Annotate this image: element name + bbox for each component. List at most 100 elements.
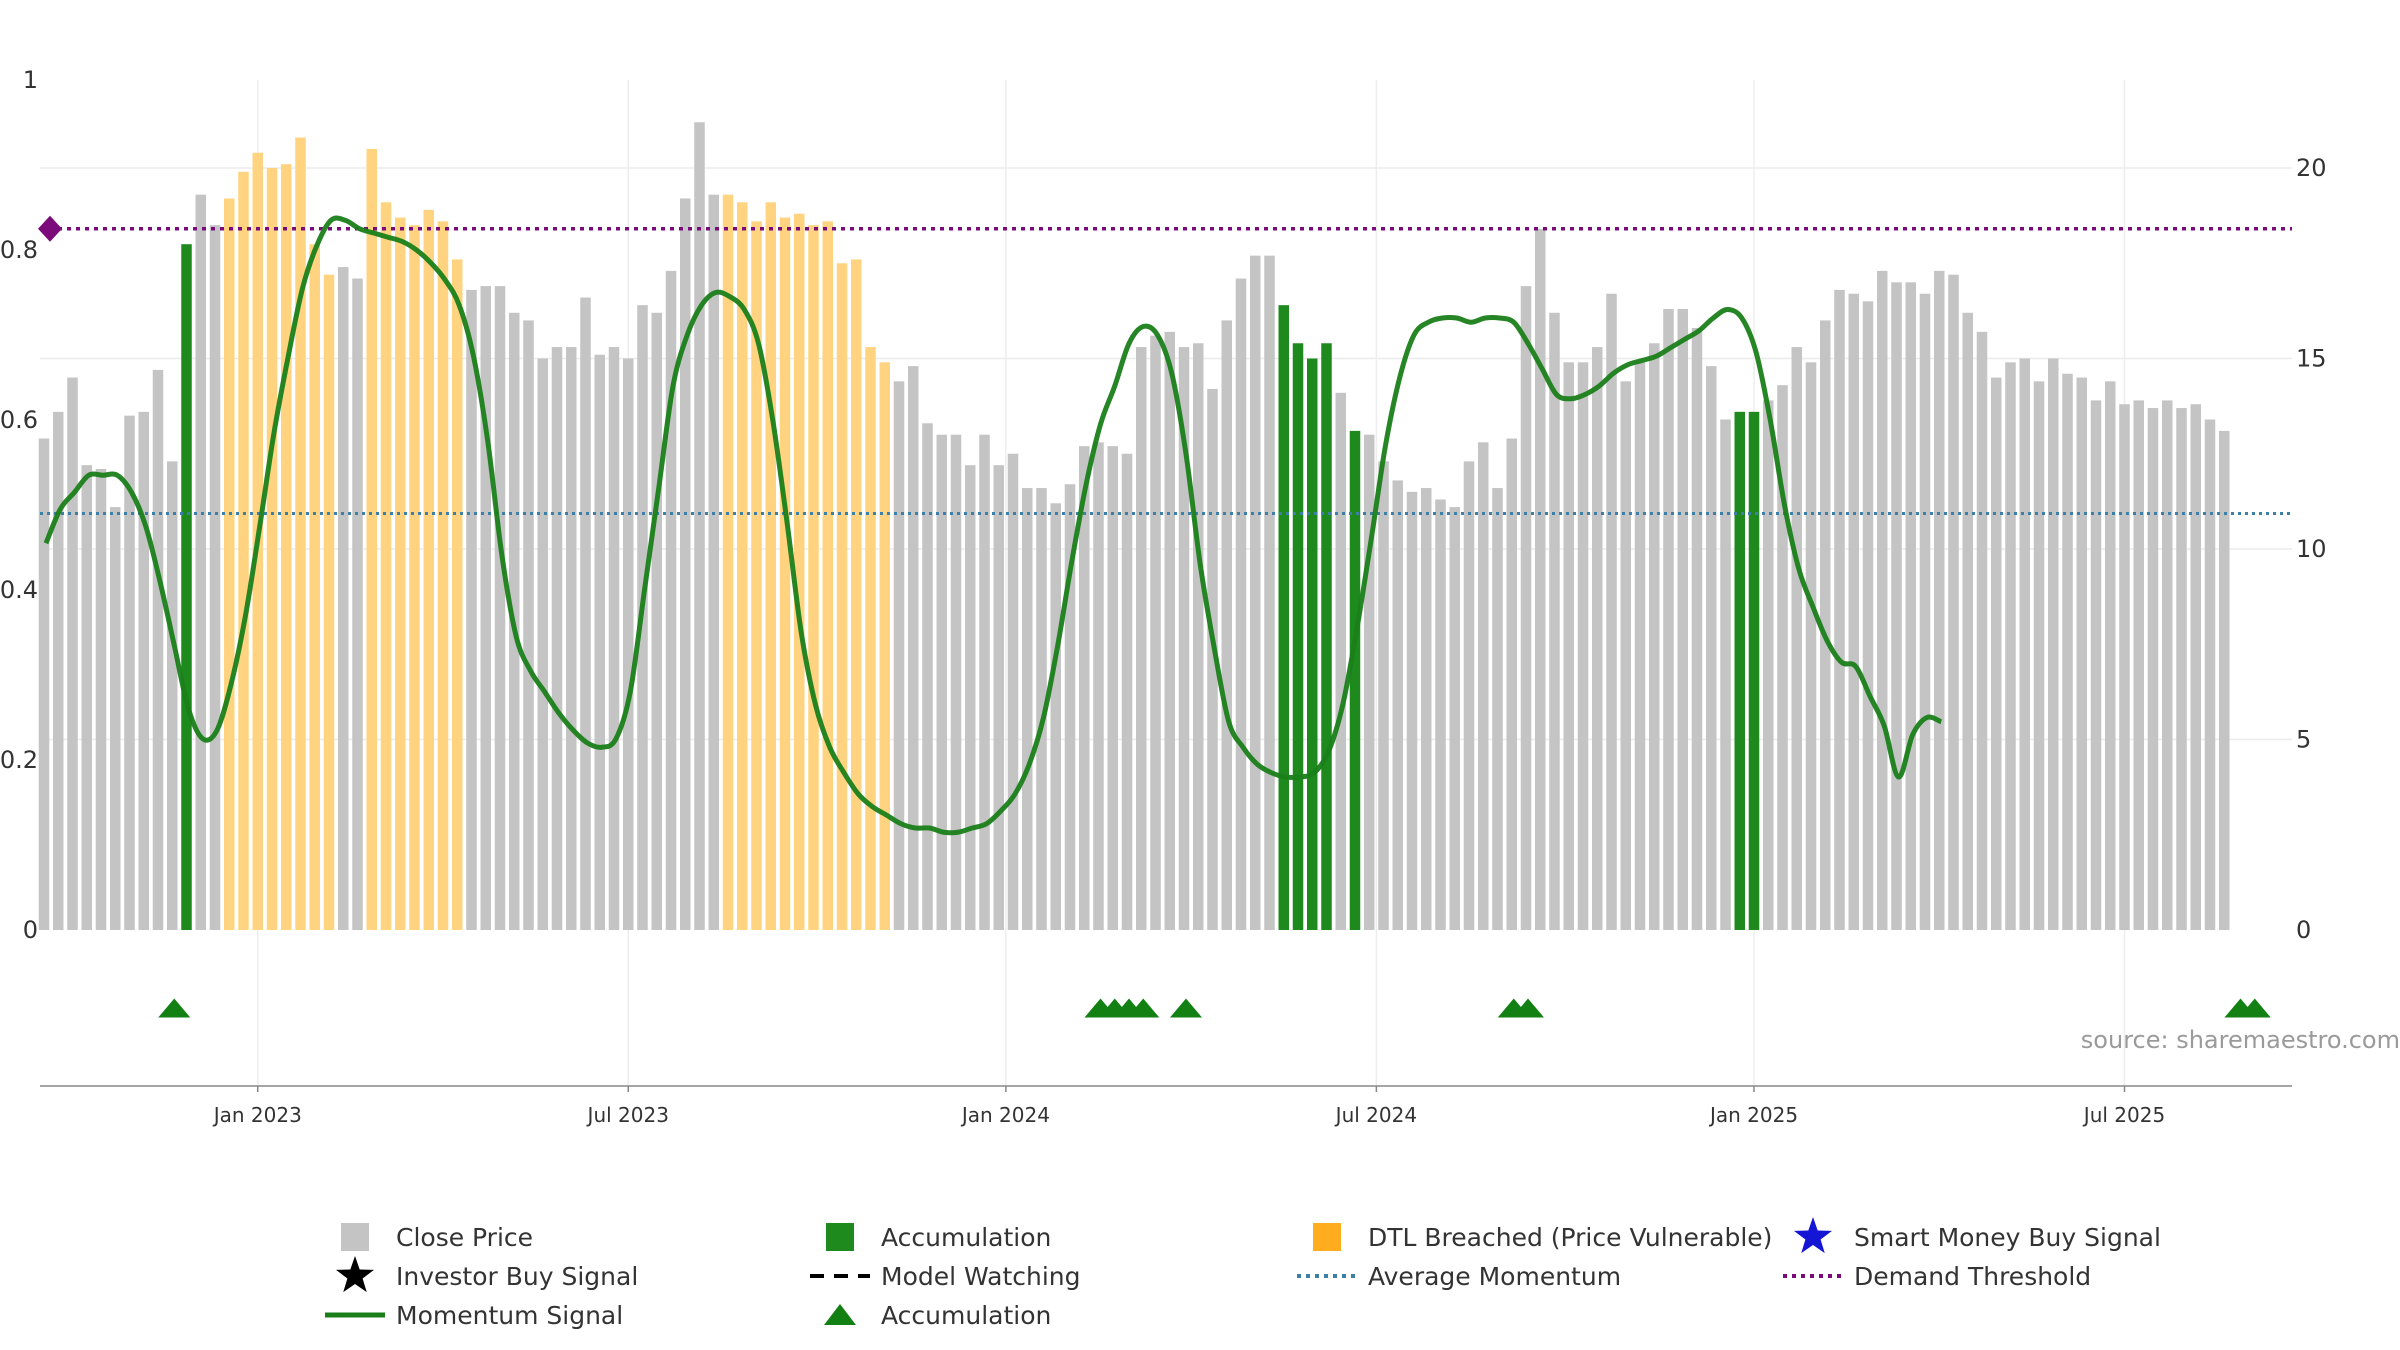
close-price-bar	[2147, 408, 2159, 930]
close-price-bar	[152, 369, 164, 930]
momentum-line-group	[43, 215, 1943, 836]
legend-label: Demand Threshold	[1854, 1262, 2091, 1291]
x-tick-label: Jan 2024	[960, 1103, 1050, 1127]
dtl-breached-bar	[865, 347, 876, 930]
close-price-bar	[1777, 385, 1788, 930]
right-tick-label: 15	[2296, 345, 2327, 373]
close-price-bar	[110, 507, 121, 930]
close-price-bar	[1791, 347, 1802, 930]
dtl-breached-bar	[879, 362, 890, 930]
accumulation-bar	[1734, 411, 1745, 931]
close-price-bar	[2204, 419, 2216, 930]
dtl-breached-bar	[395, 217, 406, 930]
close-price-bar	[537, 358, 548, 930]
close-price-bar	[1549, 312, 1560, 930]
close-price-bar	[1691, 328, 1703, 930]
x-tick-label: Jul 2024	[1334, 1103, 1417, 1127]
accumulation-bar	[1278, 305, 1289, 930]
close-price-bar	[893, 381, 905, 930]
close-price-bar	[1934, 270, 1945, 930]
close-price-bar	[1007, 453, 1019, 930]
close-price-bar	[1520, 286, 1532, 930]
dtl-breached-bar	[751, 221, 762, 931]
close-price-bar	[1563, 362, 1574, 930]
legend-item: Model Watching	[810, 1262, 1081, 1291]
close-price-bar	[1207, 388, 1218, 931]
legend-label: Momentum Signal	[396, 1301, 623, 1330]
accumulation-triangle	[158, 998, 191, 1018]
close-price-bar	[1606, 293, 1617, 931]
close-price-bar	[2048, 358, 2059, 930]
close-price-bar	[1620, 381, 1631, 930]
close-price-bar	[1036, 488, 1047, 930]
close-price-bar	[523, 320, 534, 930]
close-price-bar	[1820, 320, 1831, 930]
close-price-bar	[1720, 419, 1731, 930]
close-price-bar	[1506, 438, 1517, 930]
accumulation-bar	[1349, 430, 1361, 930]
left-tick-label: 0.6	[0, 406, 38, 434]
close-price-bar	[1763, 400, 1774, 930]
close-price-bar	[1250, 255, 1261, 930]
legend-item: DTL Breached (Price Vulnerable)	[1313, 1223, 1772, 1252]
close-price-bar	[1834, 289, 1845, 930]
accumulation-triangle	[1127, 998, 1160, 1018]
close-price-bar	[936, 434, 947, 930]
dtl-breached-bar	[452, 259, 463, 930]
close-price-bar	[1848, 293, 1859, 931]
close-price-bar	[2033, 381, 2045, 930]
close-price-bar	[908, 366, 919, 930]
close-price-bar	[1335, 392, 1346, 930]
close-price-bar	[1877, 270, 1888, 930]
bar-series	[38, 122, 2230, 931]
x-tick-label: Jul 2025	[2082, 1103, 2165, 1127]
close-price-bar	[209, 225, 221, 930]
right-tick-label: 5	[2296, 726, 2311, 754]
dtl-breached-bar	[295, 137, 306, 930]
close-price-bar	[580, 297, 591, 930]
close-price-bar	[551, 347, 563, 930]
right-tick-label: 0	[2296, 916, 2311, 944]
right-tick-label: 20	[2296, 154, 2327, 182]
close-price-bar	[1421, 488, 1432, 930]
close-price-bar	[1136, 347, 1147, 930]
close-price-bar	[1592, 347, 1603, 930]
accumulation-triangle	[2238, 998, 2271, 1018]
dtl-breached-bar	[409, 225, 420, 930]
close-price-bar	[694, 122, 705, 930]
dtl-breached-bar	[779, 217, 791, 930]
close-price-bar	[1221, 320, 1232, 930]
dtl-breached-bar	[836, 263, 848, 930]
left-tick-label: 0.2	[0, 746, 38, 774]
close-price-bar	[1050, 503, 1061, 930]
close-price-bar	[494, 286, 506, 930]
close-price-bar	[1392, 480, 1403, 930]
x-tick-label: Jul 2023	[586, 1103, 669, 1127]
accumulation-triangles	[158, 998, 2271, 1018]
left-tick-label: 0.4	[0, 576, 38, 604]
close-price-bar	[965, 465, 976, 930]
close-price-bar	[708, 194, 719, 931]
close-price-bar	[1634, 362, 1646, 930]
close-price-bar	[38, 438, 50, 930]
close-price-bar	[1435, 499, 1446, 930]
close-price-bar	[2105, 381, 2116, 930]
close-price-bar	[1079, 446, 1090, 930]
dtl-breached-bar	[851, 259, 862, 930]
legend-label: DTL Breached (Price Vulnerable)	[1368, 1223, 1772, 1252]
close-price-bar	[1535, 228, 1546, 930]
close-price-bar	[480, 286, 491, 930]
dtl-breached-bar	[224, 198, 235, 931]
black-star-icon	[335, 1256, 375, 1293]
close-price-bar	[680, 198, 691, 931]
close-price-bar	[338, 267, 349, 930]
close-price-bar	[1193, 343, 1204, 930]
close-price-bar	[2005, 362, 2016, 930]
accumulation-triangle	[1170, 998, 1202, 1018]
close-price-bar	[1492, 488, 1503, 930]
close-price-bar	[1164, 331, 1175, 931]
close-price-bar	[651, 312, 662, 930]
dtl-breached-bar	[309, 244, 320, 930]
close-price-bar	[1976, 331, 1988, 931]
